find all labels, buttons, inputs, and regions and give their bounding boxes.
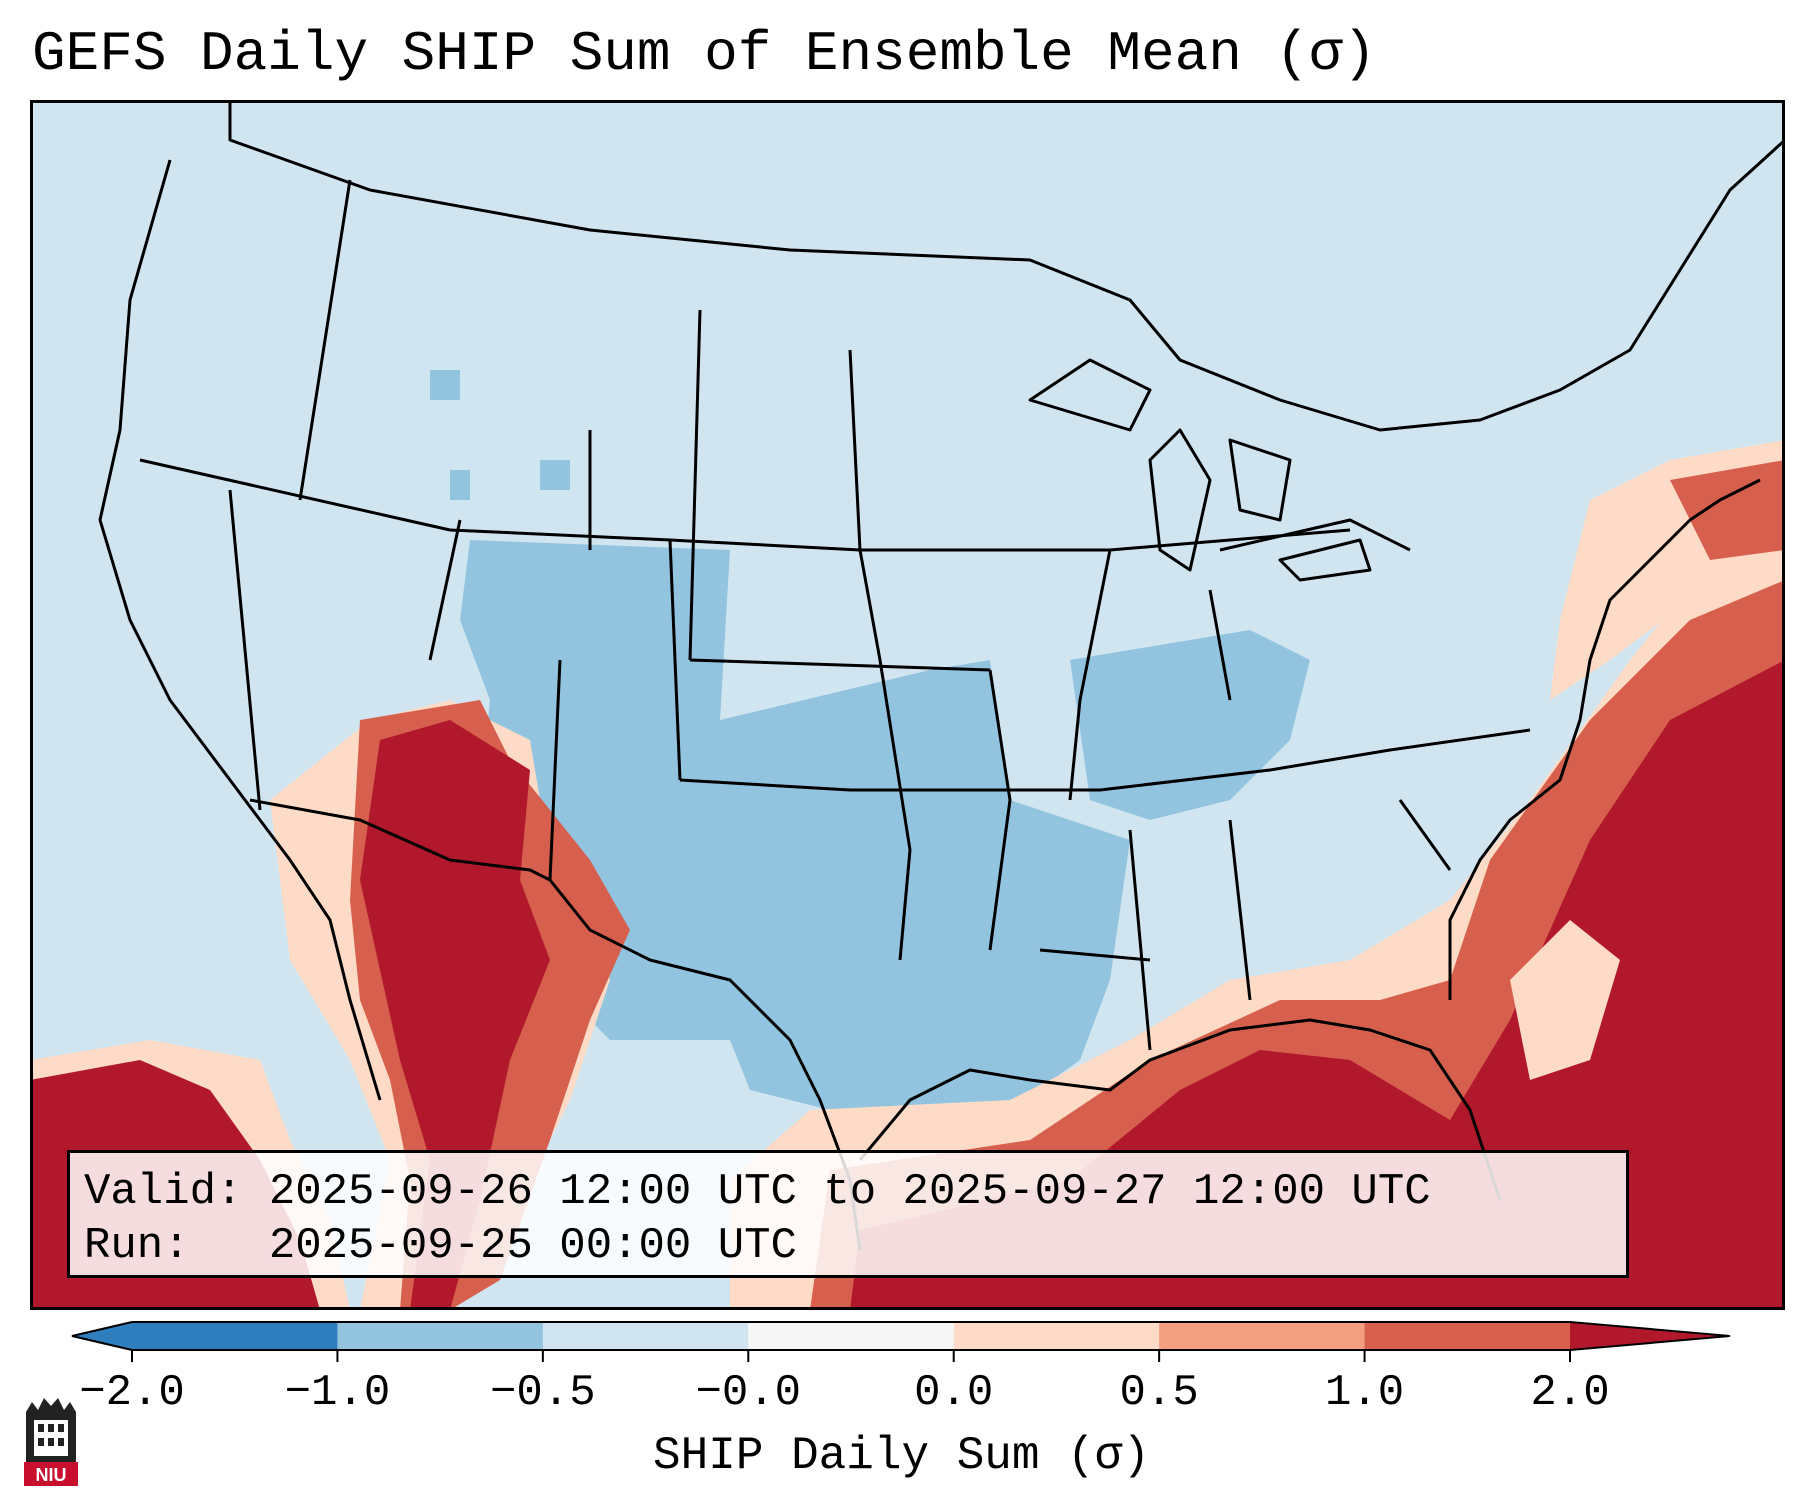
political-boundaries <box>98 100 1785 1251</box>
run-label: Run: <box>84 1221 190 1271</box>
colorbar-segment <box>1364 1322 1571 1350</box>
colorbar-segment <box>748 1322 955 1350</box>
colorbar-tick: −0.0 <box>695 1368 802 1418</box>
colorbar-extend-max <box>1570 1322 1730 1350</box>
colorbar-extend-min <box>72 1322 132 1350</box>
us-mexico-border <box>249 798 862 1251</box>
colorbar-tick: −1.0 <box>284 1368 391 1418</box>
niu-logo: NIU <box>24 1398 78 1486</box>
colorbar-segment <box>953 1322 1160 1350</box>
colorbar-segment <box>337 1322 544 1350</box>
colorbar-segment <box>542 1322 749 1350</box>
west-coast <box>98 159 382 1101</box>
valid-run-info-box: Valid: 2025-09-26 12:00 UTC to 2025-09-2… <box>67 1150 1629 1278</box>
valid-label: Valid: <box>84 1167 243 1217</box>
colorbar-tick: 0.0 <box>914 1368 994 1418</box>
colorbar-tick: 1.0 <box>1324 1368 1405 1418</box>
colorbar-tick: 2.0 <box>1530 1368 1610 1418</box>
colorbar-segment <box>132 1322 338 1350</box>
valid-value: 2025-09-26 12:00 UTC to 2025-09-27 12:00… <box>268 1167 1431 1217</box>
anomaly-region-gulf-strong <box>850 660 1785 1310</box>
anomaly-region-northwest-specks <box>430 370 590 580</box>
us-canada-border <box>228 100 1785 432</box>
run-value: 2025-09-25 00:00 UTC <box>268 1221 797 1271</box>
colorbar-tick: −2.0 <box>79 1368 185 1418</box>
colorbar-label: SHIP Daily Sum (σ) <box>653 1430 1150 1482</box>
chart-title: GEFS Daily SHIP Sum of Ensemble Mean (σ) <box>32 22 1377 86</box>
anomaly-region-atlantic-core <box>1510 920 1620 1080</box>
great-lakes <box>1028 358 1372 582</box>
colorbar-segment <box>1159 1322 1366 1350</box>
anomaly-region-southern-plains <box>460 540 1130 1110</box>
gulf-coast <box>858 1018 1502 1201</box>
colorbar-tick: 0.5 <box>1119 1368 1199 1418</box>
atlantic-coast <box>1448 478 1761 1000</box>
anomaly-region-northeast-medium <box>1670 460 1785 560</box>
niu-logo-text: NIU <box>36 1465 67 1485</box>
ship-anomaly-map <box>30 100 1785 1310</box>
colorbar-tick: −0.5 <box>490 1368 596 1418</box>
interior-state-lines <box>139 179 1531 1051</box>
colorbar <box>71 1321 1731 1362</box>
